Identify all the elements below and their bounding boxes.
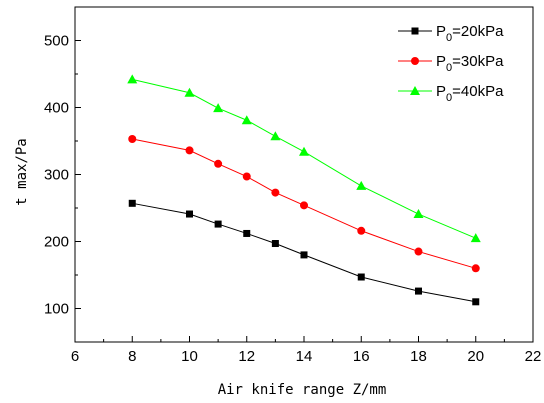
- series-2-point: [357, 226, 366, 235]
- y-tick-label-100: 100: [44, 301, 69, 318]
- x-tick-label-18: 18: [410, 348, 427, 365]
- legend-marker: [411, 27, 419, 35]
- series-2-point: [214, 159, 223, 168]
- y-axis-title: t max/Pa: [14, 138, 30, 205]
- series-3-point: [299, 146, 309, 156]
- series-3-point: [356, 180, 367, 190]
- y-tick-label-200: 200: [44, 234, 69, 251]
- x-tick-label-20: 20: [467, 348, 484, 365]
- x-tick-label-16: 16: [353, 348, 370, 365]
- series-1-point: [357, 273, 365, 281]
- series-3-point: [213, 103, 224, 113]
- series-2-point: [271, 188, 280, 197]
- series-1-point: [472, 298, 480, 306]
- series-3-line: [132, 78, 476, 239]
- series-2-point: [414, 247, 423, 256]
- legend: P0=20kPa P0=30kPa P0=40kPa: [398, 23, 504, 104]
- series-1-point: [186, 210, 193, 218]
- series-1: [128, 199, 480, 306]
- x-tick-label-6: 6: [71, 348, 79, 365]
- series-2-point: [128, 134, 137, 143]
- series-3-point: [470, 233, 481, 243]
- series-1-point: [243, 229, 251, 237]
- legend-marker: [411, 57, 419, 65]
- series-2-point: [471, 264, 480, 273]
- legend-label: P0=30kPa: [436, 53, 504, 74]
- series-3-point: [184, 87, 195, 97]
- series-2-point: [300, 201, 308, 210]
- legend-item-3: P0=40kPa: [398, 83, 504, 104]
- y-tick-label-500: 500: [44, 33, 69, 50]
- series-2: [128, 134, 480, 273]
- series-3-point: [270, 131, 281, 141]
- x-tick-label-8: 8: [128, 348, 136, 365]
- axes: 6 8 10 12 14 16 18 20 22 100 200 300 400 500: [44, 6, 542, 365]
- legend-label: P0=40kPa: [436, 83, 504, 104]
- series-3-point: [127, 74, 138, 84]
- series-1-point: [271, 240, 279, 248]
- legend-item-1: P0=20kPa: [398, 23, 504, 44]
- series-1-point: [214, 220, 222, 228]
- legend-label: P0=20kPa: [436, 23, 504, 44]
- series-layer: [127, 74, 481, 306]
- y-tick-label-300: 300: [44, 167, 69, 184]
- series-3: [127, 74, 481, 243]
- series-1-point: [128, 199, 136, 207]
- x-tick-label-10: 10: [181, 348, 198, 365]
- x-tick-label-14: 14: [296, 348, 313, 365]
- series-3-point: [413, 209, 424, 219]
- x-tick-label-12: 12: [238, 348, 255, 365]
- legend-item-2: P0=30kPa: [398, 53, 504, 74]
- series-1-point: [415, 287, 422, 295]
- legend-marker: [410, 86, 420, 95]
- x-axis-title: Air knife range Z/mm: [218, 382, 387, 398]
- series-2-point: [185, 146, 194, 155]
- series-2-point: [242, 172, 251, 181]
- series-3-point: [241, 115, 252, 125]
- y-tick-label-400: 400: [44, 100, 69, 117]
- series-1-point: [300, 251, 308, 259]
- x-tick-label-22: 22: [525, 348, 542, 365]
